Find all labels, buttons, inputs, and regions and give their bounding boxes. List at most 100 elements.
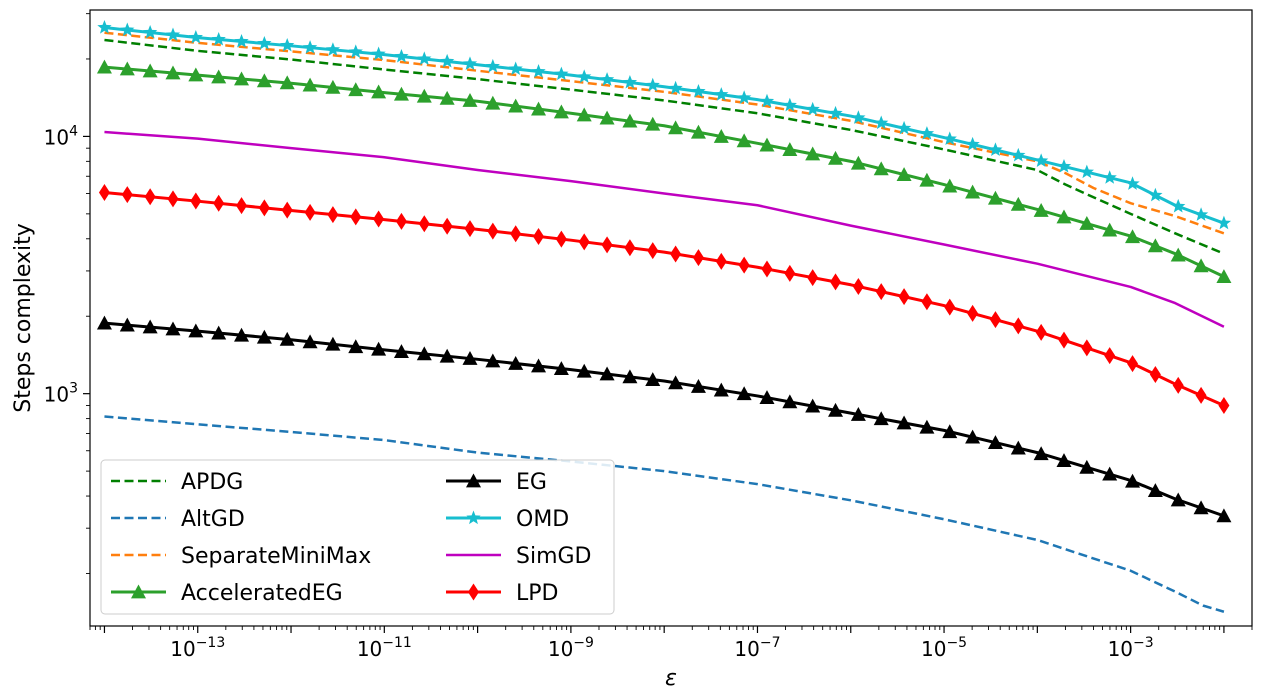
- marker-omd: [1102, 170, 1117, 184]
- marker-lpd: [213, 194, 225, 212]
- marker-omd: [143, 24, 158, 39]
- marker-omd: [371, 46, 386, 61]
- marker-lpd: [647, 242, 659, 260]
- marker-lpd: [784, 264, 796, 282]
- marker-omd: [668, 80, 683, 95]
- marker-acceleratedeg: [576, 107, 592, 122]
- marker-acceleratedeg: [1056, 209, 1072, 224]
- marker-acceleratedeg: [1193, 258, 1209, 273]
- marker-omd: [97, 20, 112, 34]
- marker-lpd: [692, 249, 704, 267]
- marker-lpd: [670, 245, 682, 263]
- marker-acceleratedeg: [850, 155, 866, 170]
- marker-omd: [988, 142, 1003, 156]
- marker-eg: [325, 336, 341, 351]
- marker-lpd: [624, 239, 636, 257]
- marker-lpd: [281, 201, 293, 219]
- series-line-altgd: [104, 415, 1225, 613]
- marker-acceleratedeg: [759, 137, 775, 152]
- marker-acceleratedeg: [782, 142, 798, 156]
- marker-omd: [1148, 187, 1163, 202]
- marker-acceleratedeg: [325, 79, 341, 94]
- marker-omd: [896, 120, 912, 135]
- marker-acceleratedeg: [987, 190, 1003, 205]
- marker-lpd: [601, 236, 613, 254]
- marker-eg: [1102, 466, 1118, 481]
- marker-omd: [645, 77, 660, 92]
- marker-acceleratedeg: [188, 67, 204, 82]
- y-axis-label: Steps complexity: [11, 223, 36, 413]
- marker-omd: [1171, 198, 1186, 213]
- marker-eg: [805, 398, 821, 413]
- marker-acceleratedeg: [165, 65, 181, 80]
- marker-omd: [165, 27, 181, 42]
- x-tick-label: 10−3: [1108, 635, 1154, 661]
- marker-omd: [1216, 215, 1232, 230]
- marker-acceleratedeg: [942, 178, 958, 193]
- legend-item-acceleratedeg: AcceleratedEG: [111, 581, 343, 606]
- marker-lpd: [190, 192, 202, 210]
- marker-lpd: [967, 304, 979, 322]
- marker-eg: [713, 382, 729, 397]
- marker-lpd: [1218, 396, 1230, 414]
- marker-acceleratedeg: [919, 172, 935, 187]
- marker-lpd: [852, 277, 864, 295]
- marker-lpd: [807, 269, 819, 287]
- legend-label: SeparateMiniMax: [181, 544, 371, 569]
- marker-eg: [553, 361, 569, 375]
- marker-omd: [965, 136, 980, 151]
- legend-label: AcceleratedEG: [181, 581, 343, 606]
- marker-lpd: [327, 206, 339, 224]
- marker-lpd: [1012, 317, 1024, 335]
- marker-eg: [965, 429, 981, 444]
- marker-acceleratedeg: [1033, 203, 1049, 217]
- marker-acceleratedeg: [1079, 216, 1095, 230]
- marker-acceleratedeg: [645, 116, 661, 131]
- marker-eg: [302, 334, 318, 349]
- marker-omd: [691, 83, 706, 98]
- marker-acceleratedeg: [348, 82, 364, 97]
- marker-eg: [896, 415, 912, 430]
- series-layer: [96, 20, 1232, 613]
- marker-lpd: [875, 283, 887, 301]
- plot-frame: [89, 9, 1253, 627]
- legend-label: SimGD: [516, 544, 592, 569]
- marker-eg: [1079, 459, 1095, 474]
- marker-omd: [417, 51, 432, 65]
- legend-label: APDG: [181, 470, 243, 495]
- marker-lpd: [418, 215, 430, 233]
- legend-marker: [468, 583, 479, 601]
- marker-eg: [485, 353, 501, 368]
- marker-eg: [348, 339, 364, 354]
- x-axis-label: ε: [665, 666, 677, 691]
- marker-omd: [554, 66, 569, 81]
- marker-omd: [234, 33, 249, 48]
- marker-acceleratedeg: [805, 146, 821, 161]
- marker-lpd: [98, 184, 110, 202]
- marker-acceleratedeg: [1010, 196, 1026, 211]
- marker-acceleratedeg: [553, 104, 569, 119]
- marker-eg: [622, 369, 638, 384]
- marker-eg: [987, 435, 1003, 450]
- marker-lpd: [1081, 339, 1093, 357]
- marker-eg: [531, 358, 547, 373]
- marker-omd: [942, 131, 957, 145]
- marker-omd: [280, 37, 295, 52]
- legend-item-lpd: LPD: [446, 581, 558, 606]
- legend-box: [100, 459, 615, 615]
- legend-item-altgd: AltGD: [111, 507, 245, 532]
- marker-acceleratedeg: [622, 113, 638, 128]
- marker-omd: [1056, 158, 1072, 173]
- marker-lpd: [1035, 323, 1047, 341]
- marker-omd: [599, 72, 615, 86]
- legend-label: LPD: [516, 581, 558, 606]
- legend-label: EG: [516, 470, 547, 495]
- marker-lpd: [898, 288, 910, 306]
- marker-acceleratedeg: [96, 59, 112, 74]
- marker-acceleratedeg: [531, 101, 547, 116]
- marker-acceleratedeg: [873, 161, 889, 176]
- marker-lpd: [441, 217, 453, 235]
- marker-eg: [211, 325, 227, 340]
- marker-omd: [188, 29, 203, 44]
- marker-eg: [188, 323, 204, 338]
